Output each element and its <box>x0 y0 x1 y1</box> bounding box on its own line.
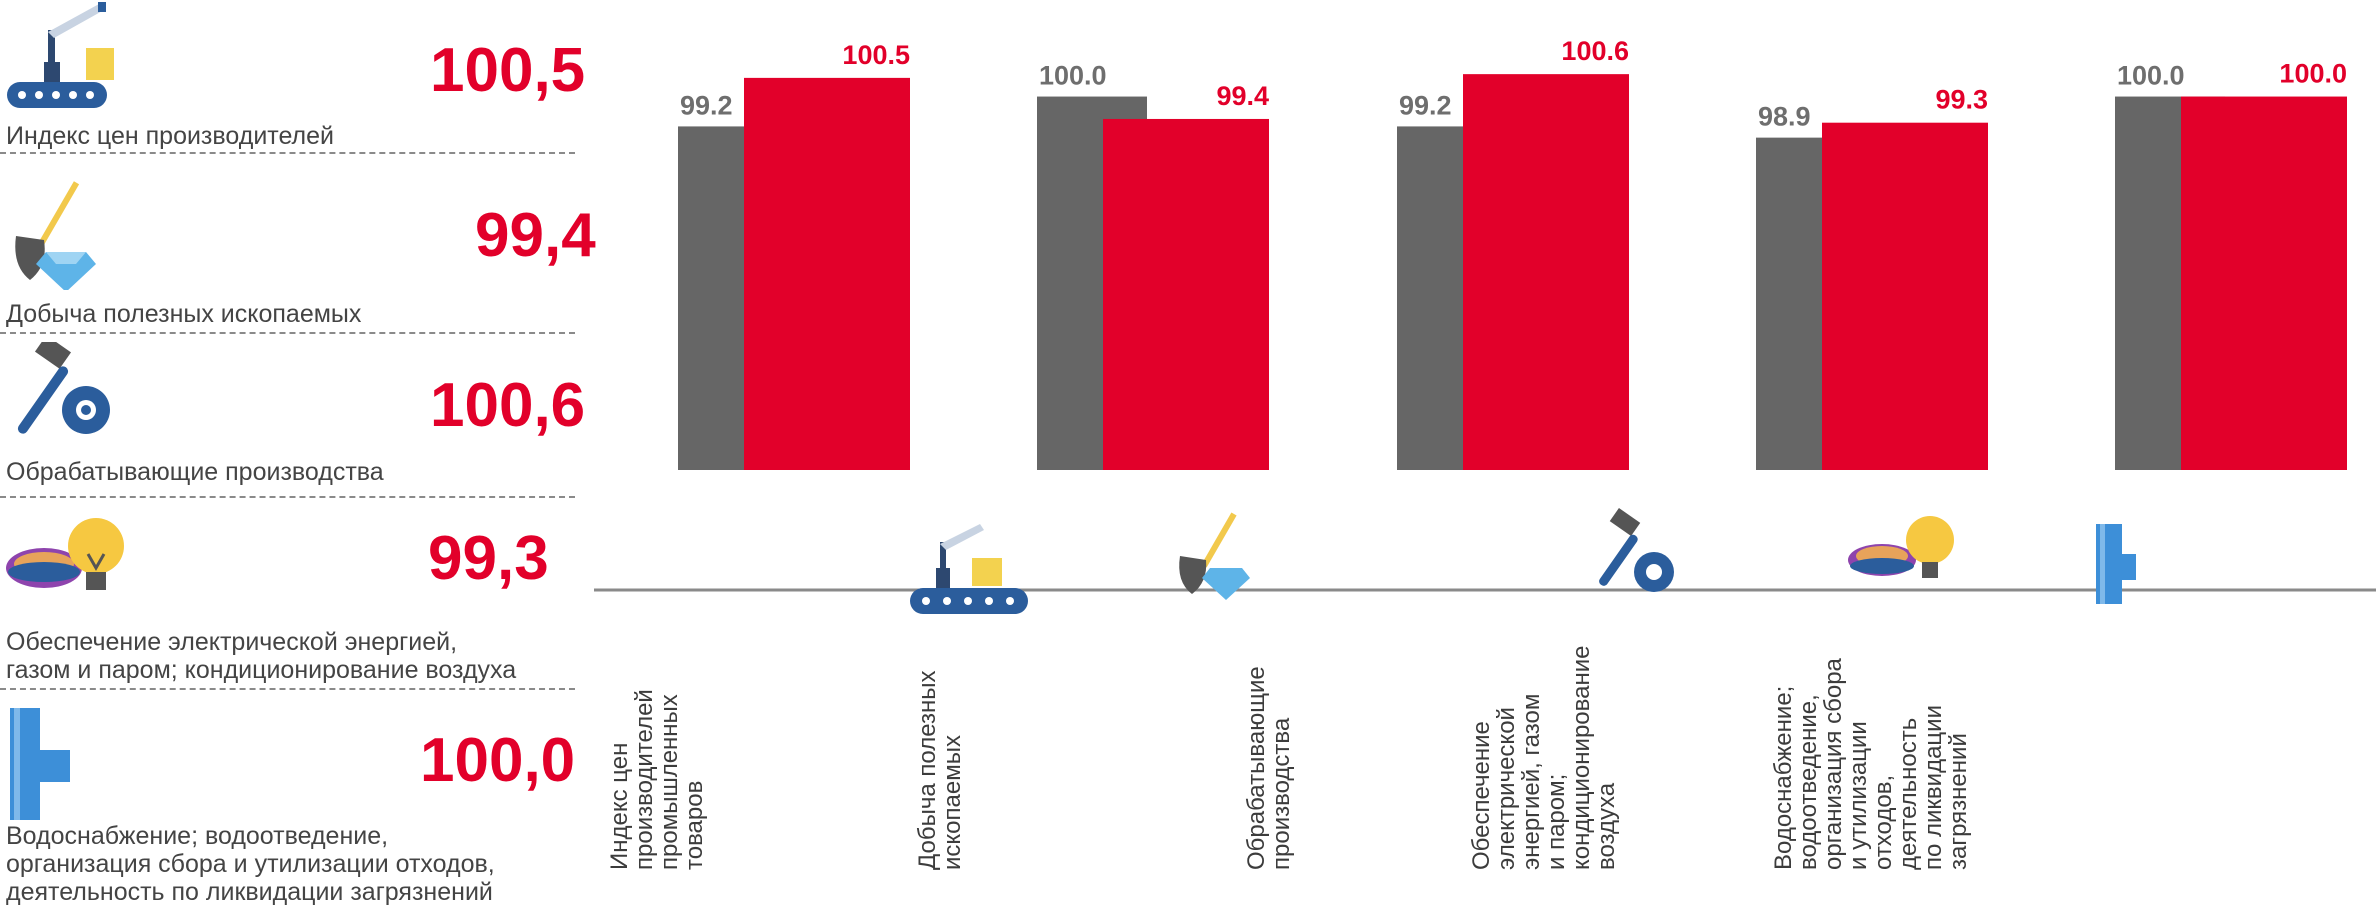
x-tick-label-line: производства <box>1268 717 1295 870</box>
x-tick-label-line: загрязнений <box>1945 733 1972 870</box>
dashed-divider <box>0 496 575 498</box>
data-label-series-2: 99.4 <box>1216 81 1269 111</box>
hammer-gear-icon <box>1599 507 1674 592</box>
data-label-series-2: 100.0 <box>2279 59 2347 89</box>
kpi-value: 99,3 <box>428 524 549 593</box>
x-tick-label-line: электрической <box>1493 707 1520 870</box>
kpi-water-supply: 100,0 Водоснабжение; водоотведение, орга… <box>0 690 590 906</box>
conveyor-icon <box>7 2 114 108</box>
x-tick-label-line: промышленных <box>656 694 683 870</box>
bar-series-2 <box>1103 118 1269 470</box>
dashed-divider <box>0 688 575 690</box>
data-label-series-1: 100.0 <box>2117 61 2185 91</box>
gas-burner-bulb-icon <box>6 518 124 590</box>
x-tick-label-line: организация сбора <box>1820 657 1847 870</box>
x-tick-label-line: ископаемых <box>939 735 966 870</box>
x-tick-label-line: кондиционирование <box>1568 646 1595 870</box>
bar-series-2 <box>1822 122 1988 471</box>
dashed-divider <box>0 152 575 154</box>
water-pipe-icon <box>2096 524 2136 604</box>
kpi-label: Водоснабжение; водоотведение, организаци… <box>6 822 495 906</box>
data-label-series-1: 99.2 <box>680 90 733 120</box>
kpi-label: Обеспечение электрической энергией, газо… <box>6 628 517 684</box>
kpi-energy-supply: 99,3 Обеспечение электрической энергией,… <box>0 500 590 690</box>
shovel-diamond-icon <box>15 181 96 290</box>
x-tick-label-line: энергией, газом <box>1518 694 1545 870</box>
kpi-label: Индекс цен производителей <box>6 122 335 150</box>
x-tick-label-line: товаров <box>681 781 708 870</box>
kpi-value: 99,4 <box>475 201 596 270</box>
x-tick-label-line: производителей <box>631 689 658 870</box>
data-label-series-1: 100.0 <box>1039 61 1107 91</box>
kpi-label: Обрабатывающие производства <box>6 458 384 486</box>
kpi-mining: 99,4 Добыча полезных ископаемых <box>0 160 596 340</box>
kpi-value: 100,0 <box>420 726 576 795</box>
x-tick-label: Индекс ценпроизводителейпромышленныхтова… <box>606 689 708 870</box>
x-tick-label-line: Обрабатывающие <box>1243 666 1270 870</box>
x-tick-label-line: и утилизации <box>1845 721 1872 870</box>
bar-series-2 <box>744 77 910 471</box>
x-tick-label-line: деятельность <box>1895 718 1922 870</box>
x-tick-label: Водоснабжение;водоотведение,организация … <box>1770 657 1972 870</box>
x-tick-label-line: Добыча полезных <box>914 670 941 870</box>
bar-series-2 <box>2181 96 2347 470</box>
kpi-value: 100,5 <box>430 36 586 105</box>
conveyor-icon <box>910 524 1028 614</box>
x-tick-label-line: Водоснабжение; <box>1770 686 1797 870</box>
data-label-series-2: 100.5 <box>842 40 910 70</box>
gas-burner-bulb-icon <box>1848 516 1954 578</box>
x-tick-label-line: по ликвидации <box>1920 705 1947 870</box>
kpi-manufacturing: 100,6 Обрабатывающие производства <box>0 340 590 500</box>
data-label-series-1: 99.2 <box>1399 90 1452 120</box>
x-tick-label-line: отходов, <box>1870 775 1897 870</box>
bar-chart: 99.2 100.5 100.0 99.4 99.2 100.6 98.9 99.3 100.0… <box>594 36 2376 870</box>
kpi-value: 100,6 <box>430 371 586 440</box>
kpi-panel: 100,5 Индекс цен производителей 99,4 Доб… <box>0 0 596 906</box>
data-label-series-2: 99.3 <box>1935 85 1988 115</box>
x-tick-label-line: и паром; <box>1543 774 1570 870</box>
bar-series-2 <box>1463 74 1629 470</box>
kpi-producer-price-index: 100,5 Индекс цен производителей <box>0 0 590 160</box>
hammer-gear-icon <box>17 342 110 434</box>
dashed-divider <box>0 332 575 334</box>
x-tick-label-line: водоотведение, <box>1795 694 1822 870</box>
data-label-series-1: 98.9 <box>1758 102 1811 132</box>
shovel-diamond-icon <box>1179 512 1250 600</box>
water-pipe-icon <box>10 708 70 820</box>
x-tick-label-line: Обеспечение <box>1468 721 1495 870</box>
kpi-label: Добыча полезных ископаемых <box>6 300 362 328</box>
x-tick-label-line: Индекс цен <box>606 743 633 870</box>
data-label-series-2: 100.6 <box>1561 36 1629 66</box>
x-tick-label-line: воздуха <box>1593 782 1620 870</box>
